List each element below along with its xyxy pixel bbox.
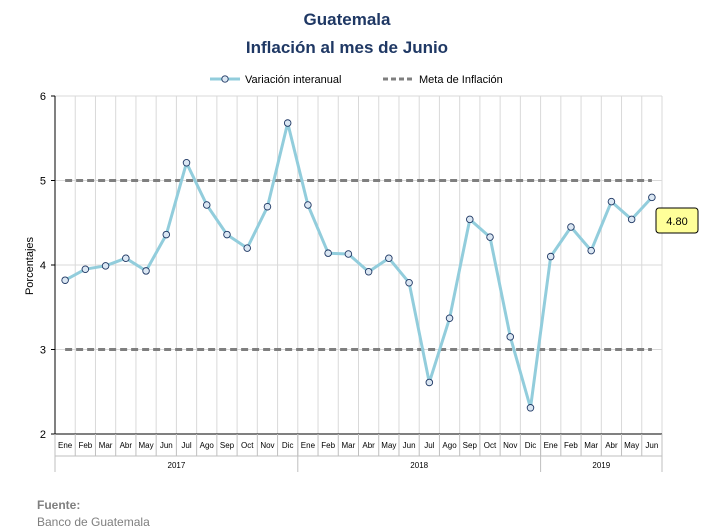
chart-subtitle: Inflación al mes de Junio [246, 38, 448, 57]
x-tick-label: Feb [321, 441, 335, 450]
data-point [405, 278, 413, 287]
grid [51, 95, 663, 435]
y-tick-label: 4 [40, 260, 46, 272]
y-tick-label: 2 [40, 429, 46, 441]
data-point [486, 233, 494, 241]
data-point [587, 246, 595, 255]
x-tick-label: Ago [200, 441, 215, 450]
x-tick-label: Jun [403, 441, 416, 450]
x-tick-label: Abr [120, 441, 133, 450]
x-tick-label: Ene [58, 441, 73, 450]
data-point [122, 254, 130, 262]
data-point [567, 223, 575, 231]
data-point [202, 201, 211, 209]
x-tick-label: Abr [362, 441, 375, 450]
x-tick-label: May [138, 441, 153, 450]
x-tick-label: Dic [282, 441, 294, 450]
data-point [263, 202, 272, 211]
data-point [324, 249, 332, 257]
y-tick-label: 6 [40, 91, 46, 103]
data-point [607, 197, 616, 206]
x-tick-label: Oct [241, 441, 254, 450]
data-point [223, 230, 231, 239]
data-point [425, 378, 434, 387]
data-point [648, 193, 656, 202]
x-tick-label: Jun [160, 441, 173, 450]
data-point [364, 268, 373, 276]
x-axis: Ene Feb Mar Abr May Jun Jul Ago Sep Oct Nov Dic Ene F… [54, 433, 663, 472]
x-tick-label: May [381, 441, 396, 450]
x-tick-label: Dic [525, 441, 537, 450]
callout: 4.80 [655, 207, 699, 234]
data-point [526, 404, 535, 412]
x-tick-label: Nov [503, 441, 517, 450]
year-label: 2018 [410, 461, 428, 470]
data-point [445, 314, 454, 322]
source-label: Fuente: [37, 498, 81, 512]
chart-title: Guatemala [304, 10, 391, 29]
data-point [304, 201, 312, 209]
x-tick-label: Oct [484, 441, 497, 450]
x-tick-label: Abr [605, 441, 618, 450]
data-point [61, 276, 69, 284]
x-tick-label: May [624, 441, 639, 450]
data-point [81, 265, 90, 273]
x-tick-label: Jun [645, 441, 658, 450]
legend-label-variacion: Variación interanual [245, 74, 341, 86]
x-tick-label: Mar [584, 441, 598, 450]
x-tick-label: Mar [99, 441, 113, 450]
x-tick-label: Feb [564, 441, 578, 450]
x-tick-label: Nov [260, 441, 274, 450]
callout-value: 4.80 [666, 216, 687, 228]
x-tick-label: Ene [301, 441, 316, 450]
y-tick-label: 5 [40, 176, 46, 188]
source-text: Banco de Guatemala [37, 515, 150, 529]
x-tick-label: Mar [341, 441, 355, 450]
series-variacion [61, 119, 656, 412]
data-point [546, 252, 555, 261]
y-tick-labels: 2 3 4 5 6 [40, 91, 46, 441]
callout-box [655, 207, 699, 234]
data-point [182, 159, 191, 167]
x-tick-label: Ene [544, 441, 559, 450]
legend-marker-variacion [221, 75, 229, 83]
x-tick-label: Sep [463, 441, 478, 450]
data-point [506, 333, 515, 341]
y-axis-label: Porcentajes [24, 236, 36, 295]
x-tick-label: Ago [442, 441, 457, 450]
x-tick-label: Feb [78, 441, 92, 450]
x-tick-label: Jul [181, 441, 191, 450]
data-point [101, 262, 110, 270]
inflation-target-lines [65, 179, 652, 351]
y-tick-label: 3 [40, 345, 46, 357]
data-point [142, 267, 150, 275]
legend-label-meta: Meta de Inflación [419, 74, 503, 86]
data-point [344, 250, 353, 258]
data-point [627, 215, 636, 224]
x-tick-label: Jul [424, 441, 434, 450]
data-point [283, 119, 292, 127]
x-tick-label: Sep [220, 441, 235, 450]
year-label: 2017 [168, 461, 186, 470]
data-point [162, 230, 171, 239]
legend: Variación interanual Meta de Inflación [210, 74, 503, 86]
year-label: 2019 [592, 461, 610, 470]
data-point [243, 244, 251, 252]
data-point [385, 254, 393, 262]
series-line-variacion [64, 121, 654, 410]
data-point [466, 215, 474, 224]
